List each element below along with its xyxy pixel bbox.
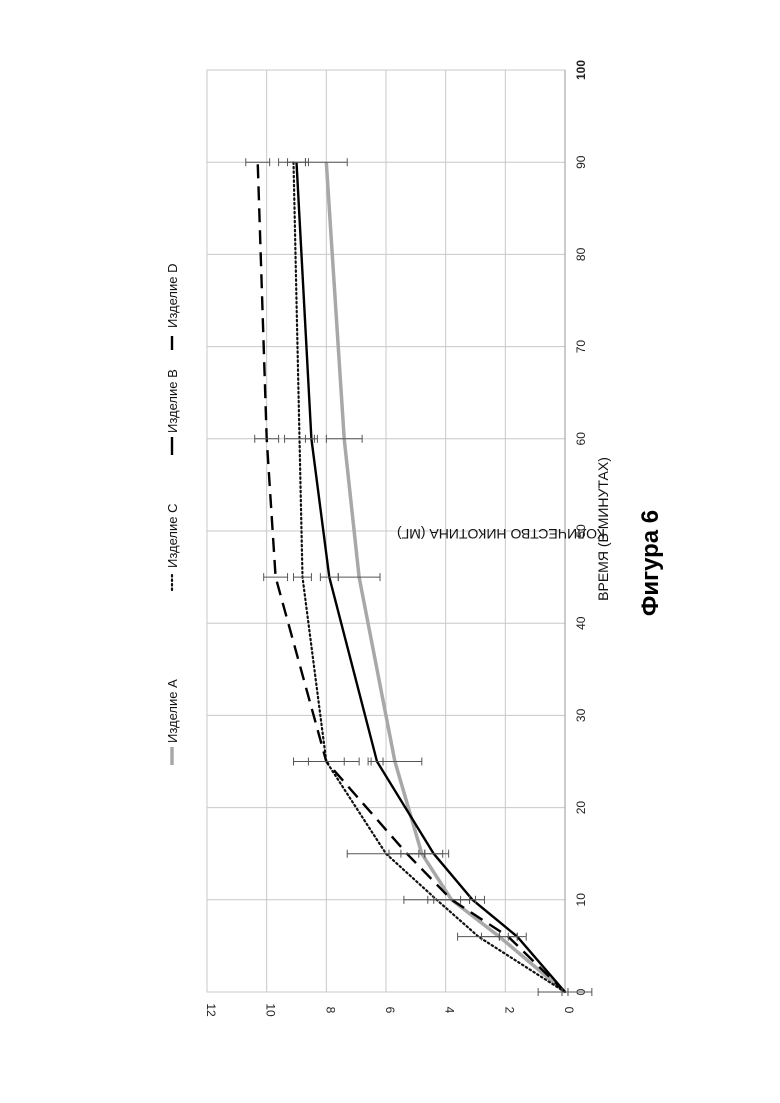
x-tick-label: 60 <box>574 432 588 446</box>
y-tick-label: 12 <box>204 1003 218 1017</box>
y-tick-label: 0 <box>562 1007 576 1014</box>
y-tick-label: 6 <box>383 1007 397 1014</box>
x-tick-label: 30 <box>574 708 588 722</box>
x-tick-label: 20 <box>574 801 588 815</box>
legend-label-4: Изделие D <box>165 264 180 328</box>
x-tick-label: 90 <box>574 155 588 169</box>
x-tick-label: 10 <box>574 893 588 907</box>
legend-label-3: Изделие B <box>165 369 180 433</box>
figure-caption: Фигура 6 <box>637 510 664 616</box>
y-axis-title: КОЛИЧЕСТВО НИКОТИНА (МГ) <box>397 526 605 542</box>
x-tick-label: 40 <box>574 616 588 630</box>
x-tick-label: 70 <box>574 340 588 354</box>
y-tick-label: 4 <box>443 1007 457 1014</box>
x-tick-label: 80 <box>574 247 588 261</box>
y-tick-label: 10 <box>264 1003 278 1017</box>
legend-label-1: Изделие A <box>165 679 180 743</box>
x-tick-label: 100 <box>574 60 588 80</box>
legend-label-2: Изделие C <box>165 504 180 568</box>
y-tick-label: 2 <box>502 1007 516 1014</box>
y-tick-label: 8 <box>323 1007 337 1014</box>
